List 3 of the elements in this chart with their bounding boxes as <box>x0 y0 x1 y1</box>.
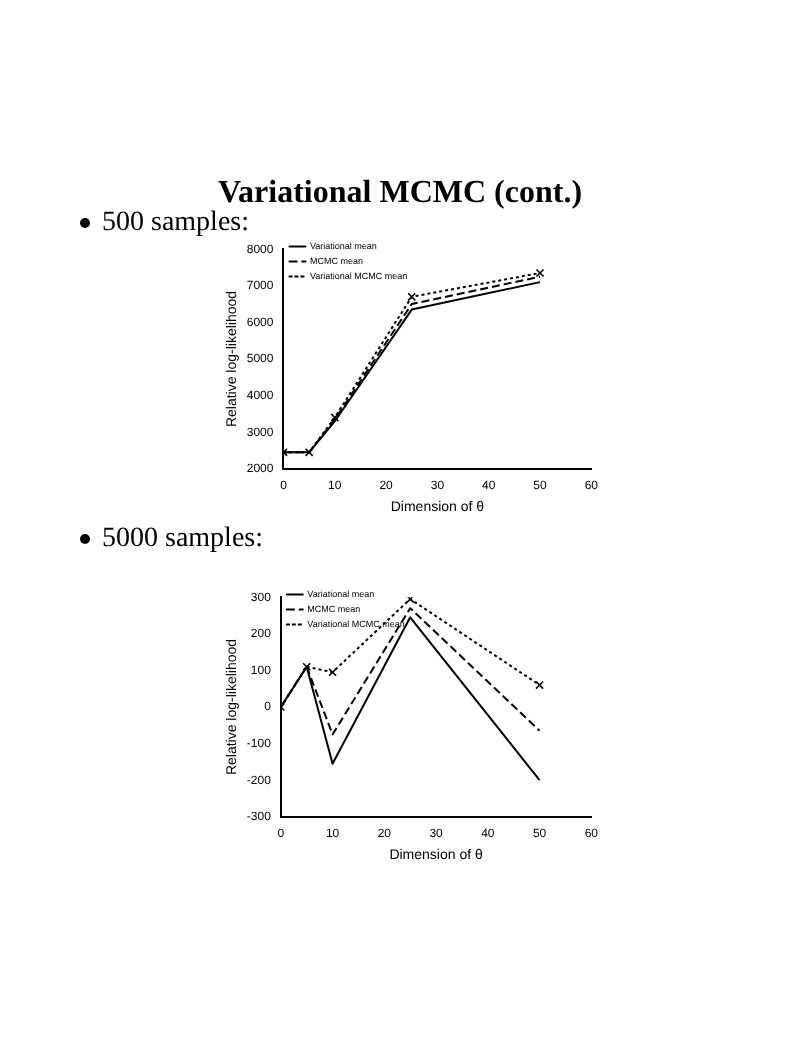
chart-subtitle: 500 samples: <box>100 208 249 240</box>
chart-subtitle: 5000 samples: <box>100 524 263 556</box>
chart-title: Variational MCMC (cont.) <box>215 176 585 210</box>
